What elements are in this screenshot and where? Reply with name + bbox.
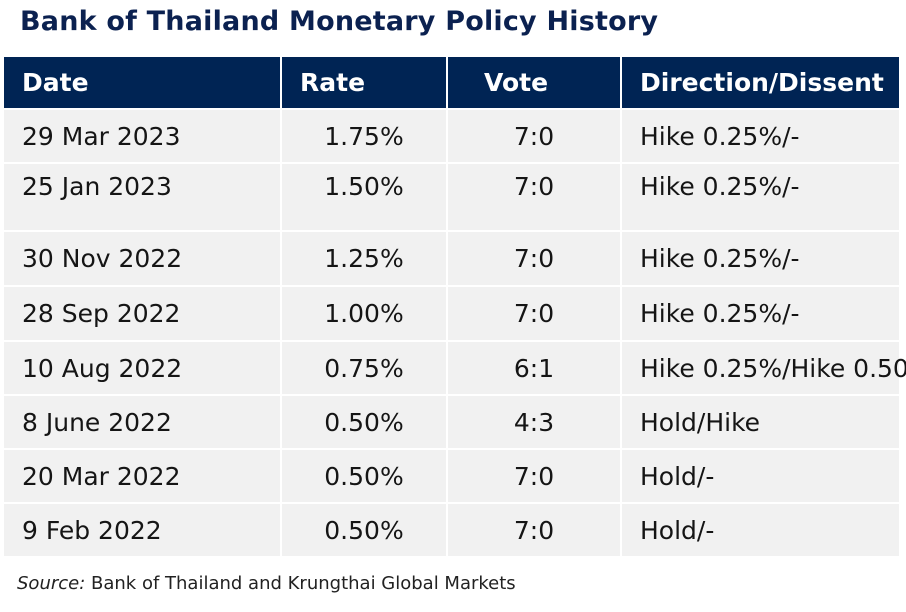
rate-cell: 1.25% [280,230,448,287]
rate-cell: 0.50% [280,448,448,504]
vote-cell: 7:0 [446,285,622,342]
vote-cell: 7:0 [446,108,622,164]
date-cell: 28 Sep 2022 [2,285,282,342]
date-cell: 20 Mar 2022 [2,448,282,504]
table-row: 30 Nov 2022 1.25% 7:0 Hike 0.25%/- [2,230,901,287]
column-header-date: Date [2,55,282,110]
table-row: 20 Mar 2022 0.50% 7:0 Hold/- [2,448,901,504]
date-cell: 8 June 2022 [2,394,282,450]
vote-cell: 7:0 [446,162,622,232]
direction-cell: Hike 0.25%/- [620,230,901,287]
vote-cell: 7:0 [446,502,622,558]
policy-history-table: Date Rate Vote Direction/Dissent 29 Mar … [2,55,906,558]
table-row: 9 Feb 2022 0.50% 7:0 Hold/- [2,502,901,558]
vote-cell: 4:3 [446,394,622,450]
source-note: Source: Bank of Thailand and Krungthai G… [17,573,516,594]
rate-cell: 1.00% [280,285,448,342]
rate-cell: 0.75% [280,340,448,396]
rate-cell: 0.50% [280,394,448,450]
direction-cell: Hike 0.25%/- [620,108,901,164]
source-label: Source: [17,573,86,594]
rate-cell: 1.75% [280,108,448,164]
table-row: 29 Mar 2023 1.75% 7:0 Hike 0.25%/- [2,108,901,164]
date-cell: 10 Aug 2022 [2,340,282,396]
date-cell: 30 Nov 2022 [2,230,282,287]
table-row: 25 Jan 2023 1.50% 7:0 Hike 0.25%/- [2,162,901,232]
date-cell: 25 Jan 2023 [2,162,282,232]
vote-cell: 6:1 [446,340,622,396]
vote-cell: 7:0 [446,448,622,504]
rate-cell: 1.50% [280,162,448,232]
direction-cell: Hold/Hike [620,394,901,450]
direction-cell: Hold/- [620,448,901,504]
source-text: Bank of Thailand and Krungthai Global Ma… [85,573,516,594]
table-row: 28 Sep 2022 1.00% 7:0 Hike 0.25%/- [2,285,901,342]
vote-cell: 7:0 [446,230,622,287]
date-cell: 29 Mar 2023 [2,108,282,164]
direction-cell: Hike 0.25%/- [620,162,901,232]
page-title: Bank of Thailand Monetary Policy History [20,6,659,37]
column-header-direction: Direction/Dissent [620,55,901,110]
direction-cell: Hold/- [620,502,901,558]
table-row: 8 June 2022 0.50% 4:3 Hold/Hike [2,394,901,450]
rate-cell: 0.50% [280,502,448,558]
table-row: 10 Aug 2022 0.75% 6:1 Hike 0.25%/Hike 0.… [2,340,906,396]
table-header-row: Date Rate Vote Direction/Dissent [2,55,901,110]
direction-cell: Hike 0.25%/Hike 0.50% [620,340,906,396]
date-cell: 9 Feb 2022 [2,502,282,558]
direction-cell: Hike 0.25%/- [620,285,901,342]
column-header-rate: Rate [280,55,448,110]
column-header-vote: Vote [446,55,622,110]
